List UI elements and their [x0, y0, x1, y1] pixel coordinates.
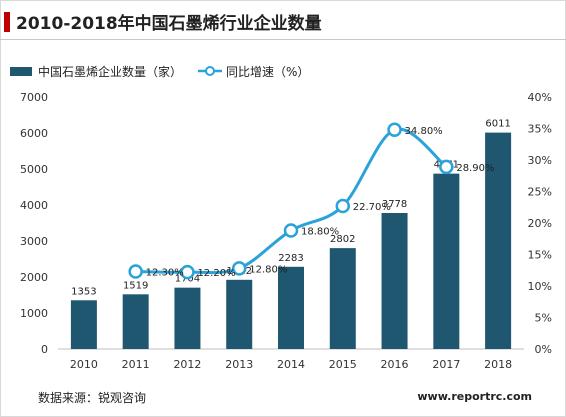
- growth-rate-data-label: 12.20%: [197, 268, 235, 279]
- y-axis-tick-label: 3000: [20, 235, 48, 248]
- bar: [381, 212, 408, 349]
- growth-rate-data-label: 12.80%: [249, 264, 287, 275]
- growth-rate-point: [439, 159, 454, 175]
- x-axis-tick-label: 2015: [329, 358, 357, 371]
- bar: [485, 132, 512, 349]
- title-divider: [0, 39, 566, 40]
- growth-rate-point: [128, 264, 143, 279]
- chart-legend: 中国石墨烯企业数量（家） 同比增速（%）: [10, 62, 309, 80]
- y2-axis-tick-label: 5%: [535, 312, 552, 325]
- growth-rate-point: [180, 264, 195, 280]
- chart-title: 2010-2018年中国石墨烯行业企业数量: [16, 14, 322, 34]
- bar-data-label: 6011: [485, 119, 510, 130]
- x-axis-tick-label: 2018: [484, 358, 512, 371]
- bar: [433, 173, 460, 349]
- bar-data-label: 1519: [123, 280, 148, 291]
- growth-rate-point: [283, 223, 299, 238]
- y2-axis-tick-label: 40%: [528, 91, 552, 104]
- bar: [70, 300, 97, 349]
- growth-rate-data-label: 34.80%: [405, 126, 443, 137]
- growth-rate-point: [387, 122, 402, 138]
- y-axis-tick-label: 1000: [20, 307, 48, 320]
- legend-line-swatch: [198, 66, 223, 76]
- growth-rate-data-label: 22.70%: [353, 202, 391, 213]
- legend-line-label: 同比增速（%）: [226, 64, 310, 79]
- data-source-note: 数据来源：锐观咨询: [38, 391, 147, 405]
- growth-rate-data-label: 28.90%: [456, 163, 494, 174]
- title-accent-bar: [4, 12, 10, 32]
- y2-axis-tick-label: 10%: [528, 280, 552, 293]
- bar: [278, 266, 304, 349]
- y2-axis-tick-label: 35%: [528, 123, 552, 136]
- y2-axis-tick-label: 20%: [528, 217, 552, 230]
- x-axis-tick-label: 2014: [277, 358, 305, 371]
- x-axis-tick-label: 2016: [381, 358, 409, 371]
- growth-rate-data-label: 18.80%: [301, 227, 339, 238]
- bar: [329, 248, 356, 349]
- x-axis-tick-label: 2013: [225, 358, 253, 371]
- bar-data-label: 2802: [330, 234, 355, 245]
- bar-data-label: 1353: [71, 286, 96, 297]
- y-axis-tick-label: 4000: [20, 199, 48, 212]
- bar-data-label: 2283: [278, 253, 303, 264]
- legend-bar-label: 中国石墨烯企业数量（家）: [38, 64, 183, 79]
- x-axis-tick-label: 2012: [173, 358, 201, 371]
- growth-rate-point: [335, 198, 351, 214]
- y2-axis-tick-label: 30%: [528, 154, 552, 167]
- y-axis-tick-label: 2000: [20, 271, 48, 284]
- y2-axis-tick-label: 15%: [528, 249, 552, 262]
- y-axis-tick-label: 7000: [20, 91, 48, 104]
- y2-axis-tick-label: 25%: [528, 186, 552, 199]
- website-url: www.reportrc.com: [417, 390, 532, 403]
- bar: [174, 287, 201, 349]
- x-axis-tick-label: 2017: [432, 358, 460, 371]
- growth-rate-data-label: 12.30%: [146, 268, 184, 279]
- y-axis-tick-label: 6000: [20, 127, 48, 140]
- legend-bar-swatch: [10, 66, 32, 76]
- bar: [122, 294, 149, 349]
- x-axis-tick-label: 2010: [70, 358, 98, 371]
- y-axis-tick-label: 0: [41, 343, 48, 356]
- y-axis-tick-label: 5000: [20, 163, 48, 176]
- x-axis-tick-label: 2011: [122, 358, 150, 371]
- growth-rate-point: [231, 261, 247, 276]
- bar: [226, 279, 253, 349]
- bar-data-label: 3778: [382, 199, 407, 210]
- y2-axis-tick-label: 0%: [535, 343, 552, 356]
